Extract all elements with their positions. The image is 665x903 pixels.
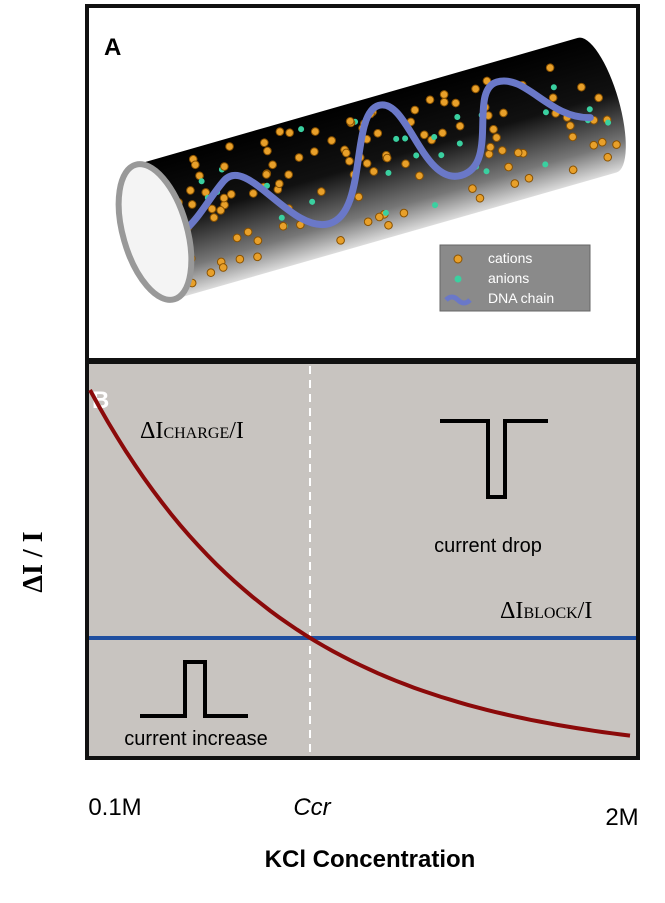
x-label: Ccr xyxy=(293,794,331,821)
page: A cations anions DNA chain B ΔICHARGE/I … xyxy=(0,0,665,903)
legend-anion xyxy=(455,276,462,283)
panel-letter: A xyxy=(104,34,121,61)
drop-label: current drop xyxy=(434,535,542,557)
label-part: BLOCK xyxy=(523,605,578,622)
figure: A cations anions DNA chain B ΔICHARGE/I … xyxy=(0,0,665,903)
legend-label: cations xyxy=(488,250,532,266)
label-part: ΔI xyxy=(500,598,523,624)
legend-label: anions xyxy=(488,270,529,286)
panel-b-frame xyxy=(87,362,638,758)
label-part: /I xyxy=(229,418,244,444)
increase-label: current increase xyxy=(124,728,267,750)
x-label: 0.1M xyxy=(88,794,141,821)
x-title: KCl Concentration xyxy=(265,846,476,873)
y-label: ΔI / I xyxy=(18,531,49,592)
legend-cation xyxy=(454,255,462,263)
label-part: CHARGE xyxy=(163,425,229,442)
label-part: /I xyxy=(578,598,593,624)
legend-label: DNA chain xyxy=(488,290,554,306)
x-label: 2M xyxy=(605,804,638,831)
label-part: ΔI xyxy=(140,418,163,444)
